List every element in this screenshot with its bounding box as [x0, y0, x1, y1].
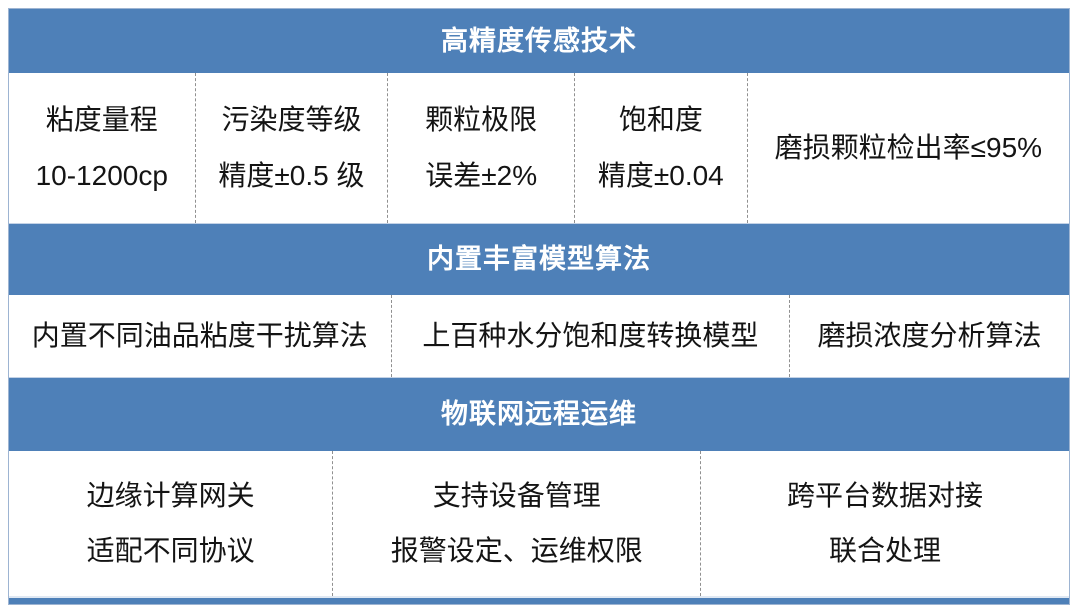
- section-header-iot: 物联网远程运维: [9, 377, 1069, 451]
- cell-cross-platform: 跨平台数据对接 联合处理: [700, 451, 1069, 596]
- section-header-label: 物联网远程运维: [441, 399, 637, 429]
- cell-line: 精度±0.5 级: [218, 160, 365, 192]
- next-section-strip: [9, 596, 1069, 604]
- cell-viscosity-range: 粘度量程 10-1200cp: [9, 73, 195, 223]
- section-header-sensing: 高精度传感技术: [9, 9, 1069, 73]
- cell-line: 饱和度: [618, 103, 703, 135]
- cell-edge-gateway: 边缘计算网关 适配不同协议: [9, 451, 332, 596]
- cell-line: 支持设备管理: [432, 480, 601, 511]
- cell-viscosity-interference-algorithm: 内置不同油品粘度干扰算法: [9, 295, 391, 377]
- cell-line: 联合处理: [829, 535, 942, 566]
- cell-contamination-grade: 污染度等级 精度±0.5 级: [194, 73, 388, 223]
- spec-row-sensing: 粘度量程 10-1200cp 污染度等级 精度±0.5 级 颗粒极限 误差±2%…: [9, 73, 1069, 223]
- cell-line: 内置不同油品粘度干扰算法: [31, 320, 368, 351]
- cell-line: 颗粒极限: [425, 103, 538, 135]
- cell-particle-limit: 颗粒极限 误差±2%: [387, 73, 574, 223]
- cell-line: 磨损颗粒检出率≤95%: [774, 132, 1043, 163]
- cell-line: 报警设定、运维权限: [390, 535, 643, 566]
- cell-line: 污染度等级: [221, 103, 362, 135]
- cell-line: 适配不同协议: [86, 535, 255, 566]
- cell-saturation-conversion-model: 上百种水分饱和度转换模型: [390, 295, 790, 377]
- section-header-models: 内置丰富模型算法: [9, 223, 1069, 295]
- cell-line: 误差±2%: [425, 160, 538, 192]
- spec-table: 高精度传感技术 粘度量程 10-1200cp 污染度等级 精度±0.5 级 颗粒…: [8, 8, 1070, 605]
- cell-line: 磨损浓度分析算法: [817, 320, 1042, 351]
- cell-line: 10-1200cp: [35, 160, 168, 192]
- cell-line: 精度±0.04: [597, 160, 724, 192]
- spec-row-models: 内置不同油品粘度干扰算法 上百种水分饱和度转换模型 磨损浓度分析算法: [9, 295, 1069, 377]
- section-header-label: 内置丰富模型算法: [427, 244, 651, 274]
- cell-line: 上百种水分饱和度转换模型: [422, 320, 759, 351]
- cell-line: 边缘计算网关: [86, 480, 255, 511]
- cell-wear-concentration-analysis: 磨损浓度分析算法: [789, 295, 1069, 377]
- cell-line: 跨平台数据对接: [787, 480, 984, 511]
- cell-line: 粘度量程: [45, 103, 158, 135]
- cell-device-management: 支持设备管理 报警设定、运维权限: [332, 451, 700, 596]
- section-header-label: 高精度传感技术: [441, 25, 637, 56]
- cell-saturation: 饱和度 精度±0.04: [573, 73, 747, 223]
- spec-row-iot: 边缘计算网关 适配不同协议 支持设备管理 报警设定、运维权限 跨平台数据对接 联…: [9, 451, 1069, 596]
- cell-wear-detection-rate: 磨损颗粒检出率≤95%: [746, 73, 1069, 223]
